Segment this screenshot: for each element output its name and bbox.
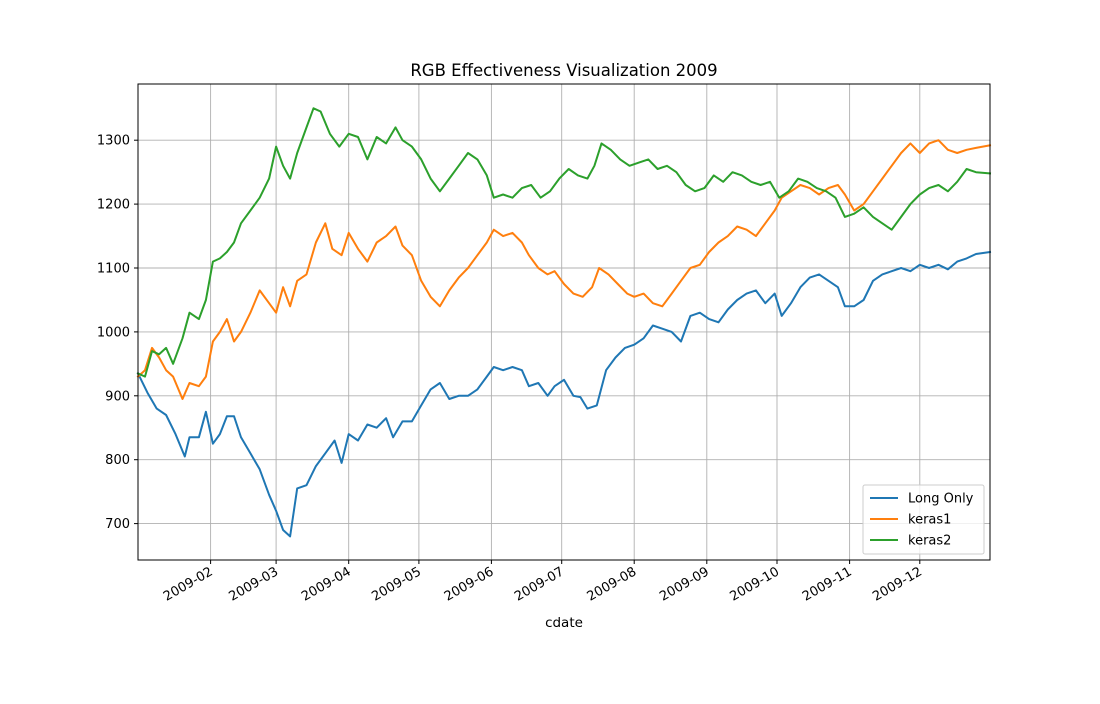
x-tick-label: 2009-02 xyxy=(161,564,216,604)
x-tick-label: 2009-12 xyxy=(870,564,925,604)
y-tick-label: 1300 xyxy=(97,134,130,149)
x-tick-label: 2009-11 xyxy=(800,564,855,604)
y-axis: 700 800 900 1000 1100 1200 1300 xyxy=(97,134,138,532)
y-tick-label: 1100 xyxy=(97,262,130,277)
grid xyxy=(138,84,990,560)
y-tick-label: 1200 xyxy=(97,198,130,213)
x-tick-label: 2009-10 xyxy=(727,564,782,604)
x-axis: 2009-02 2009-03 2009-04 2009-05 2009-06 2009-… xyxy=(161,560,925,605)
series-lines xyxy=(136,107,992,538)
y-tick-label: 1000 xyxy=(97,325,130,340)
x-tick-label: 2009-03 xyxy=(227,564,282,604)
x-axis-label: cdate xyxy=(545,615,583,631)
legend-label-keras1: keras1 xyxy=(908,513,951,528)
x-tick-label: 2009-04 xyxy=(299,564,354,604)
series-line-keras1 xyxy=(136,139,992,400)
legend-label-keras2: keras2 xyxy=(908,534,951,549)
chart-title: RGB Effectiveness Visualization 2009 xyxy=(410,61,717,80)
x-tick-label: 2009-09 xyxy=(657,564,712,604)
legend: Long Only keras1 keras2 xyxy=(862,484,985,555)
x-tick-label: 2009-06 xyxy=(442,564,497,604)
x-tick-label: 2009-07 xyxy=(512,564,567,604)
legend-box xyxy=(862,484,985,555)
plot-area-frame xyxy=(137,83,991,561)
series-line-long-only xyxy=(136,250,992,538)
series-line-keras2 xyxy=(136,107,992,378)
x-tick-label: 2009-08 xyxy=(585,564,640,604)
y-tick-label: 800 xyxy=(105,453,130,468)
y-tick-label: 900 xyxy=(105,389,130,404)
x-tick-label: 2009-05 xyxy=(369,564,424,604)
y-tick-label: 700 xyxy=(105,517,130,532)
legend-label-long-only: Long Only xyxy=(908,492,974,507)
